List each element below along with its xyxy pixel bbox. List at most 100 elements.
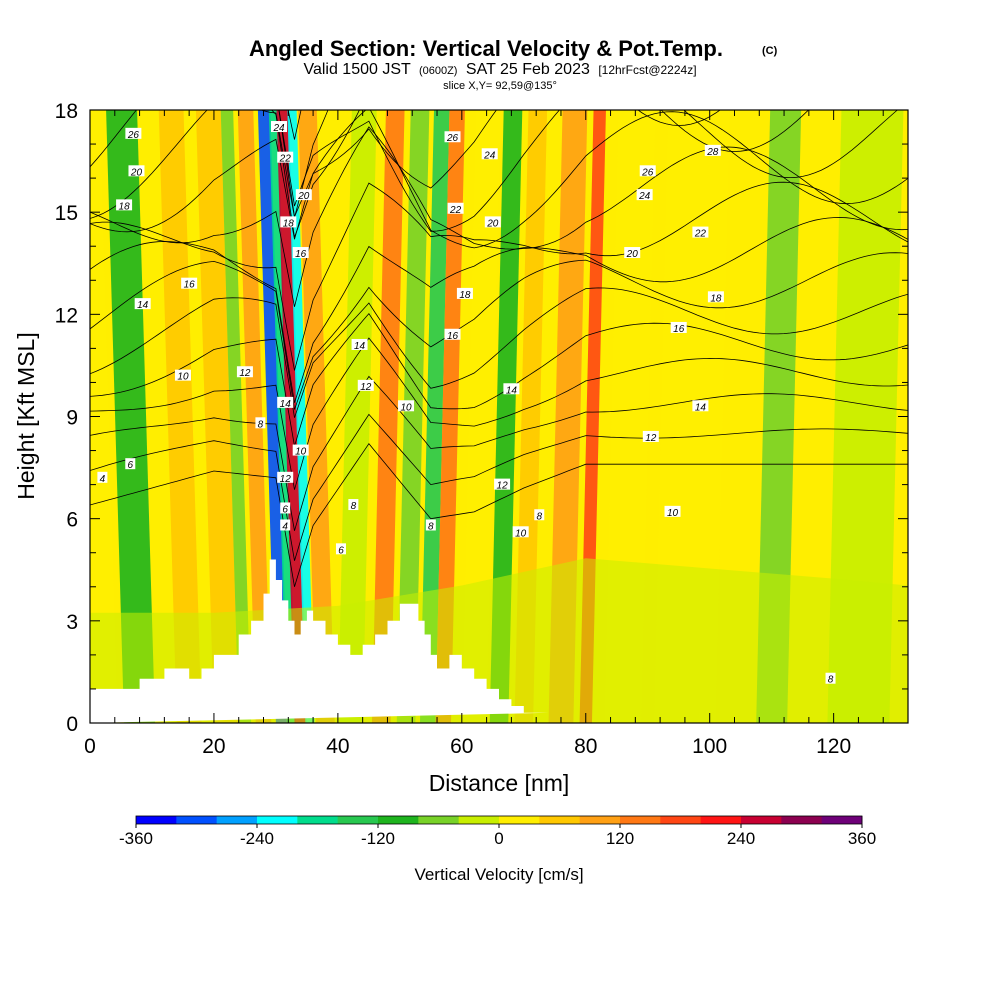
- contour-label-bg: [255, 417, 266, 429]
- contour-label-bg: [534, 509, 545, 521]
- subtitle-forecast: [12hrFcst@2224z]: [598, 63, 696, 77]
- contour-label-bg: [116, 199, 133, 211]
- contour-label-bg: [692, 400, 709, 412]
- contour-label-bg: [134, 298, 151, 310]
- colorbar-tick-label: 0: [494, 829, 503, 848]
- contour-label: 4: [100, 474, 106, 485]
- contour-label-bg: [636, 189, 653, 201]
- contour-label-bg: [670, 321, 687, 333]
- isentrope-lines: [90, 0, 908, 587]
- velocity-band: [396, 110, 430, 723]
- y-tick-label: 12: [55, 304, 78, 327]
- isentrope-line: [90, 0, 908, 38]
- contour-label-bg: [624, 247, 641, 259]
- colorbar-swatch: [499, 816, 540, 824]
- contour-label-bg: [174, 369, 191, 381]
- velocity-band: [195, 110, 239, 723]
- velocity-band: [756, 110, 802, 723]
- velocity-band: [287, 110, 315, 723]
- contour-label-bg: [280, 519, 291, 531]
- isentrope-line: [90, 110, 810, 219]
- contour-label: 8: [428, 521, 434, 532]
- contour-label-bg: [494, 478, 511, 490]
- colorbar-tick-label: 120: [606, 829, 634, 848]
- velocity-band: [268, 110, 297, 723]
- contour-label: 16: [673, 324, 685, 335]
- subtitle-date: SAT 25 Feb 2023: [466, 61, 590, 78]
- contour-label-bg: [444, 131, 461, 143]
- colorbar-swatch: [458, 816, 500, 824]
- contour-label-bg: [292, 444, 309, 456]
- subtitle-zulu: (0600Z): [419, 65, 458, 77]
- contour-label: 26: [641, 167, 654, 178]
- contour-label: 12: [497, 481, 509, 492]
- colorbar-title: Vertical Velocity [cm/s]: [414, 865, 583, 884]
- contour-label-bg: [484, 216, 501, 228]
- contour-label: 6: [127, 460, 133, 471]
- isentrope-line: [90, 375, 908, 531]
- contour-label: 22: [279, 154, 292, 165]
- contour-label-bg: [503, 383, 520, 395]
- contour-label: 14: [506, 385, 518, 396]
- x-tick-label: 20: [202, 735, 225, 758]
- y-tick-label: 3: [66, 611, 78, 634]
- isentrope-line: [90, 110, 908, 249]
- colorbar-swatch: [216, 816, 258, 824]
- colorbar-swatch: [257, 816, 298, 824]
- colorbar-swatch: [176, 816, 218, 824]
- colorbar-swatch: [781, 816, 823, 824]
- contour-label: 14: [695, 402, 707, 413]
- velocity-band: [514, 110, 548, 723]
- contour-label: 14: [137, 300, 149, 311]
- contour-label-bg: [398, 400, 415, 412]
- contour-label: 10: [667, 508, 679, 519]
- contour-label-bg: [348, 499, 359, 511]
- x-axis-title: Distance [nm]: [429, 770, 570, 796]
- contour-label: 10: [177, 372, 189, 383]
- colorbar-swatch: [297, 816, 339, 824]
- isentrope-line: [90, 413, 908, 561]
- velocity-band: [90, 110, 118, 723]
- contour-label: 26: [127, 130, 140, 141]
- isentrope-line: [90, 110, 899, 232]
- chart-slice-info: slice X,Y= 92,59@135°: [443, 80, 557, 92]
- colorbar: -360 -240 -120 0 120 240 360: [119, 815, 876, 848]
- y-tick-label: 9: [66, 407, 78, 430]
- chart-subtitle: Valid 1500 JST (0600Z) SAT 25 Feb 2023 […: [303, 61, 696, 78]
- x-tick-label: 0: [84, 735, 96, 758]
- contour-label: 6: [338, 545, 344, 556]
- contour-label: 20: [297, 191, 310, 202]
- colorbar-swatch: [620, 816, 661, 824]
- contour-label: 12: [645, 433, 657, 444]
- colorbar-swatch: [579, 816, 621, 824]
- contour-label-bg: [704, 144, 721, 156]
- colorbar-tick-label: 240: [727, 829, 755, 848]
- contour-label-bg: [351, 338, 368, 350]
- y-axis-title: Height [Kft MSL]: [13, 332, 39, 499]
- contour-label: 20: [486, 218, 499, 229]
- velocity-band: [158, 110, 202, 723]
- plot-area: 26 20 18 14 16 10 6 4 24 22 18 12 8 14 12 6 4 20 16 10 14 12 8…: [90, 0, 908, 723]
- contour-label: 8: [258, 419, 264, 430]
- contour-label-bg: [277, 151, 294, 163]
- contour-label-bg: [639, 165, 656, 177]
- colorbar-swatch: [660, 816, 702, 824]
- contour-label: 18: [710, 293, 722, 304]
- colorbar-tick-label: -240: [240, 829, 274, 848]
- contour-label-bg: [181, 277, 198, 289]
- velocity-band: [237, 110, 272, 723]
- contour-label: 18: [119, 201, 131, 212]
- contour-label: 14: [280, 399, 292, 410]
- contour-label: 18: [459, 290, 471, 301]
- contour-label: 20: [626, 249, 639, 260]
- isentrope-line: [90, 287, 908, 418]
- velocity-band: [435, 110, 465, 723]
- contour-label: 10: [400, 402, 412, 413]
- contour-label: 12: [239, 368, 251, 379]
- contour-label: 24: [483, 150, 496, 161]
- colorbar-tick-label: -360: [119, 829, 153, 848]
- velocity-band: [298, 110, 335, 723]
- contour-label-bg: [128, 165, 145, 177]
- isentrope-line: [90, 312, 908, 447]
- contour-label: 22: [694, 229, 707, 240]
